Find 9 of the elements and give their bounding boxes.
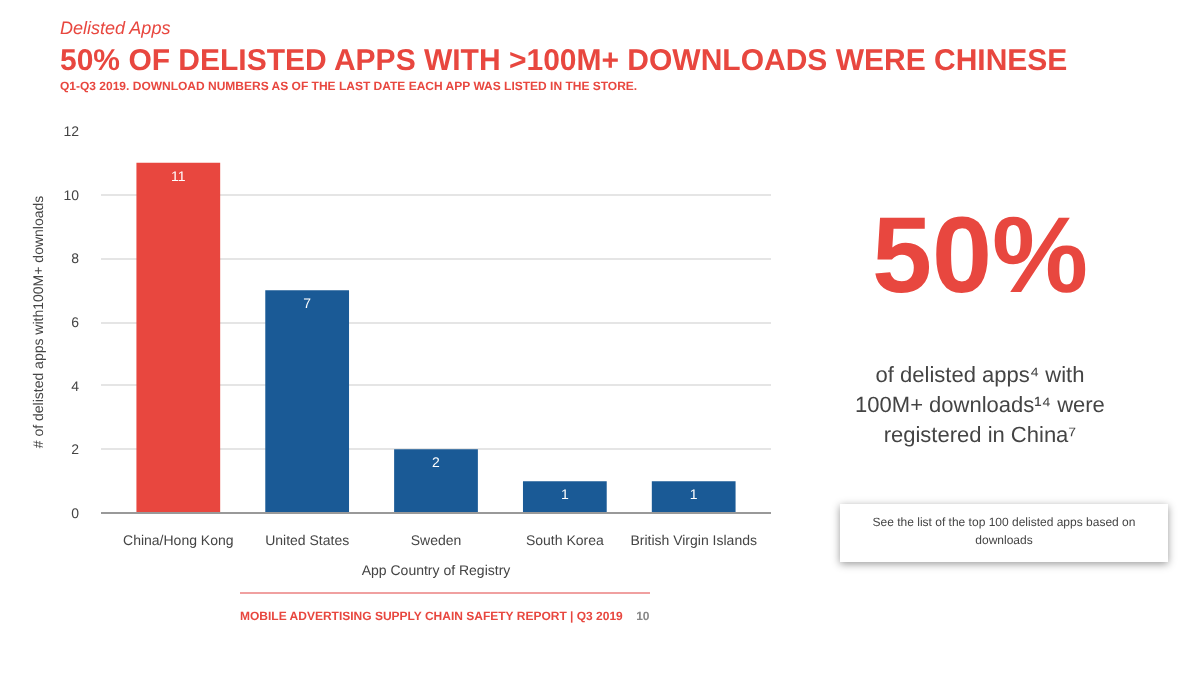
bar: [522, 481, 607, 513]
bar: [651, 481, 736, 513]
bar: [265, 290, 350, 513]
text: of delisted apps⁴ with 100M+ downloads¹⁴ were registered in China⁷: [853, 362, 1107, 453]
bar: [394, 449, 478, 513]
bar: [136, 162, 221, 513]
text: 50%: [869, 194, 1091, 320]
chart-title: 50% OF DELISTED APPS WITH >100M+ DOWNLOADS WERE CHINESE: [60, 41, 1068, 80]
text: Delisted Apps: [60, 16, 173, 42]
